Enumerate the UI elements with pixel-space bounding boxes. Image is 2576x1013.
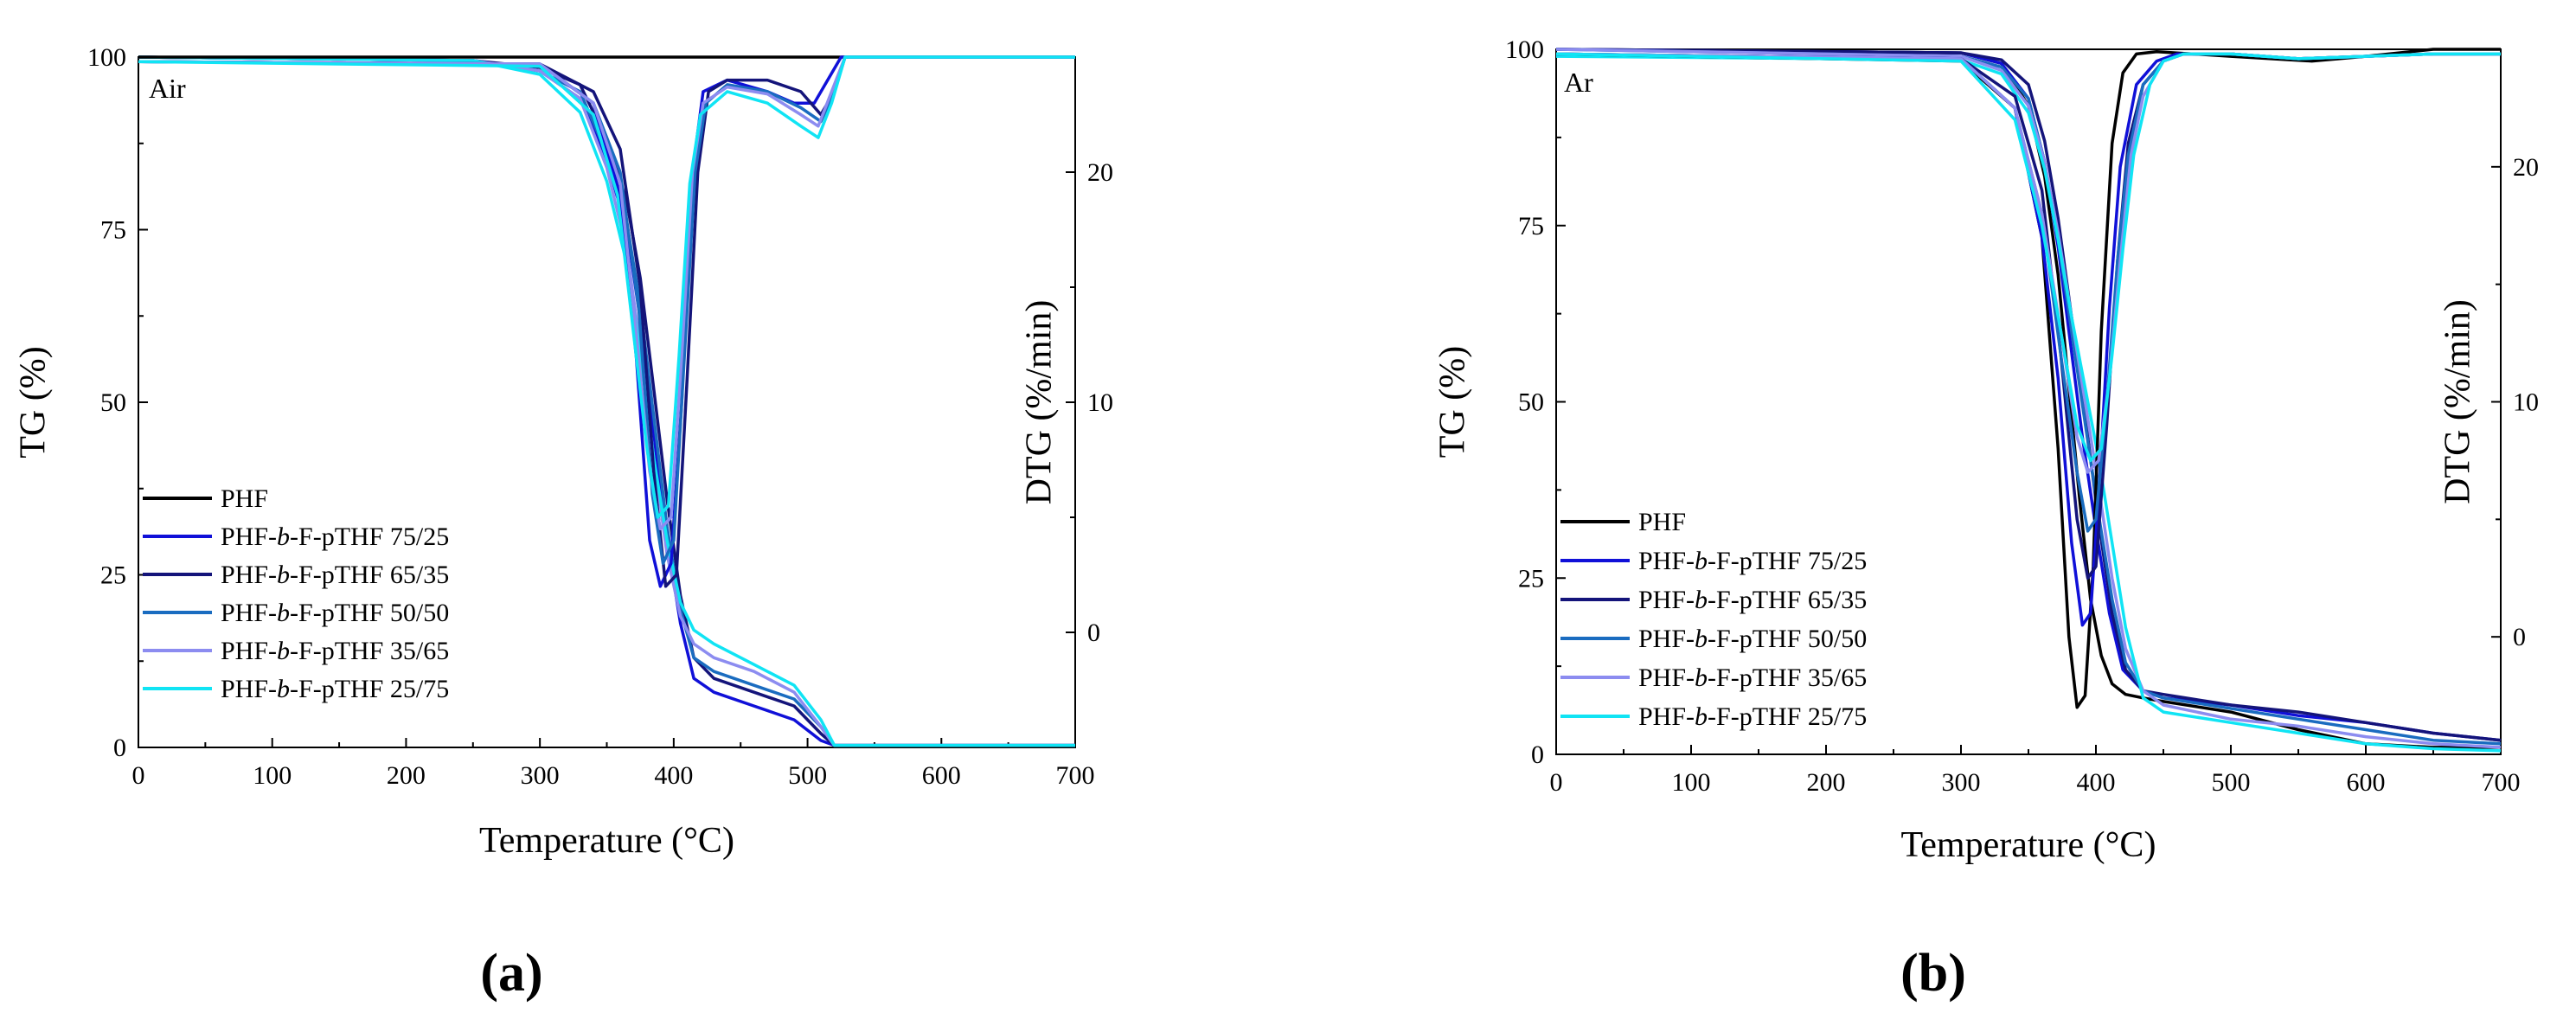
- tg-series-line: [1555, 54, 2502, 753]
- x-tick-label: 200: [1807, 768, 1846, 797]
- y-tick-label: 50: [100, 388, 126, 417]
- y2-tick-label: 20: [2513, 153, 2539, 182]
- y-axis-label: TG (%): [1433, 346, 1473, 458]
- legend-label: PHF: [1638, 508, 1686, 536]
- y-tick-label: 0: [1531, 741, 1544, 769]
- y2-axis-label: DTG (%/min): [1020, 300, 1060, 505]
- x-tick-label: 600: [922, 761, 961, 790]
- x-tick-label: 100: [253, 761, 292, 790]
- tg-series-line: [1555, 48, 2502, 742]
- panel-label: (a): [480, 944, 542, 1003]
- tg-series-line: [1555, 48, 2502, 746]
- x-tick-label: 700: [2482, 768, 2521, 797]
- y-tick-label: 75: [1518, 212, 1544, 240]
- legend-label: PHF-b-F-pTHF 65/35: [1638, 586, 1867, 614]
- y-axis-label: TG (%): [14, 346, 54, 458]
- legend-label: PHF-b-F-pTHF 75/25: [1638, 547, 1867, 575]
- dtg-series-line: [1555, 52, 2501, 580]
- panel-label: (b): [1900, 944, 1966, 1003]
- x-tick-label: 400: [2077, 768, 2116, 797]
- x-tick-label: 700: [1056, 761, 1095, 790]
- y-tick-label: 50: [1518, 388, 1544, 417]
- tg-series-line: [1555, 48, 2502, 749]
- legend-label: PHF-b-F-pTHF 25/75: [221, 675, 449, 703]
- legend-label: PHF-b-F-pTHF 25/75: [1638, 702, 1867, 731]
- legend-label: PHF-b-F-pTHF 35/65: [1638, 664, 1867, 692]
- x-tick-label: 0: [1550, 768, 1563, 797]
- y2-tick-label: 10: [2513, 388, 2539, 417]
- y2-tick-label: 20: [1087, 158, 1113, 187]
- x-tick-label: 200: [387, 761, 426, 790]
- x-tick-label: 600: [2347, 768, 2386, 797]
- y2-tick-label: 0: [2513, 623, 2526, 651]
- legend-label: PHF-b-F-pTHF 75/25: [221, 523, 449, 551]
- x-tick-label: 300: [521, 761, 560, 790]
- dtg-series-line: [138, 55, 1075, 565]
- x-axis-label: Temperature (°C): [1901, 825, 2156, 865]
- y2-axis-label: DTG (%/min): [2438, 299, 2478, 504]
- y-tick-label: 25: [1518, 564, 1544, 593]
- x-tick-label: 500: [788, 761, 827, 790]
- dtg-series-line: [138, 55, 1075, 519]
- y-tick-label: 0: [113, 734, 126, 762]
- panel-b: 0 100 200 300 400 500 600 700 0 25 50 75 100 0 10 20 Ar T…: [1433, 35, 2539, 1003]
- x-tick-label: 100: [1672, 768, 1711, 797]
- dtg-series-line: [138, 55, 1075, 531]
- y-tick-label: 100: [87, 43, 126, 72]
- y-tick-label: 25: [100, 561, 126, 590]
- x-tick-label: 0: [132, 761, 145, 790]
- x-tick-label: 300: [1942, 768, 1981, 797]
- y2-tick-label: 10: [1087, 388, 1113, 417]
- y-tick-label: 100: [1505, 35, 1544, 64]
- legend-label: PHF-b-F-pTHF 65/35: [221, 561, 449, 589]
- atmosphere-label: Ar: [1564, 67, 1593, 98]
- panel-a: 0 100 200 300 400 500 600 700 0 25 50 75 100 0 10 20 Air…: [14, 43, 1113, 1003]
- dtg-series-line: [1555, 52, 2501, 533]
- tg-series-line: [138, 55, 1075, 747]
- legend-label: PHF-b-F-pTHF 50/50: [1638, 625, 1867, 653]
- x-tick-label: 400: [654, 761, 693, 790]
- x-axis-label: Temperature (°C): [479, 821, 734, 861]
- legend-label: PHF-b-F-pTHF 35/65: [221, 637, 449, 665]
- y-tick-label: 75: [100, 216, 126, 245]
- atmosphere-label: Air: [149, 73, 186, 104]
- legend-label: PHF-b-F-pTHF 50/50: [221, 599, 449, 627]
- dtg-series-line: [1555, 52, 2501, 463]
- y2-tick-label: 0: [1087, 619, 1100, 647]
- x-tick-label: 500: [2212, 768, 2251, 797]
- legend-label: PHF: [221, 484, 268, 513]
